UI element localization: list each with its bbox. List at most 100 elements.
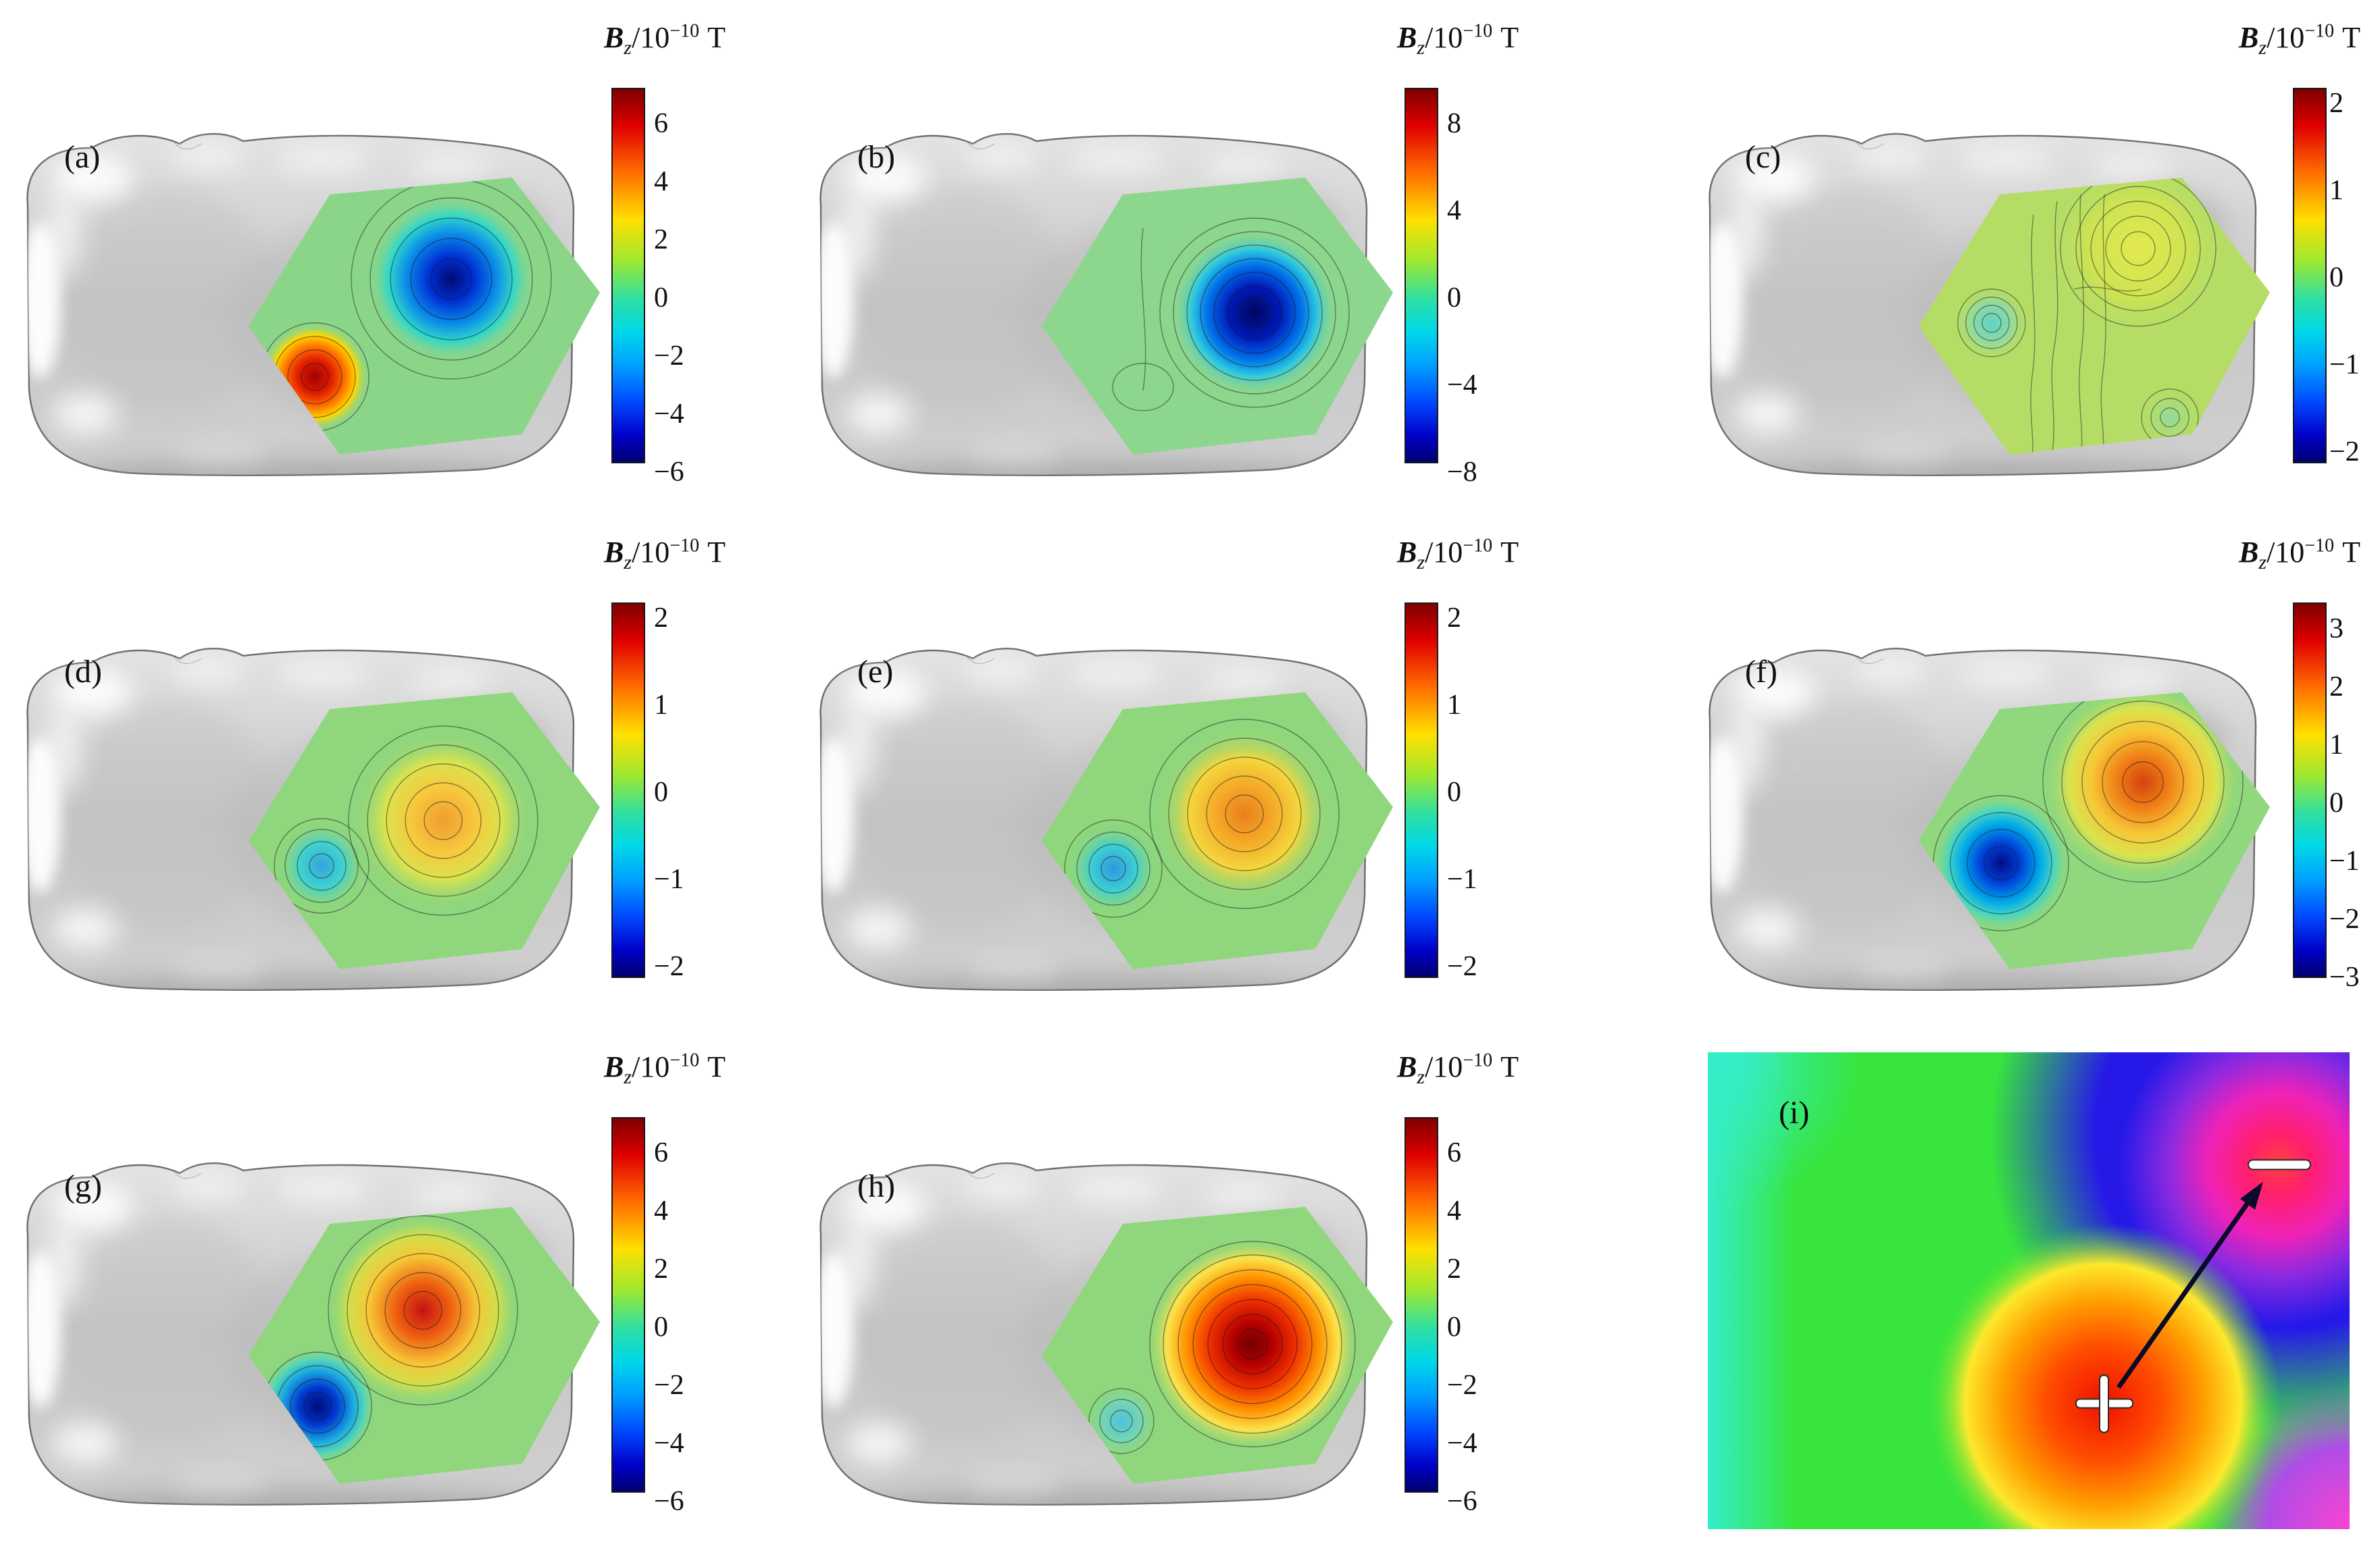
colorbar-title: Bz/10−10 T bbox=[1397, 1050, 1519, 1088]
tick-label: 2 bbox=[2329, 88, 2344, 119]
colorbar-ticks: 3 2 1 0 −1 −2 −3 bbox=[2329, 601, 2360, 1005]
field-map-hexagon bbox=[1042, 692, 1393, 969]
colorbar bbox=[1404, 88, 1438, 463]
colorbar-title: Bz/10−10 T bbox=[1397, 535, 1519, 573]
panel-label: (g) bbox=[64, 1168, 102, 1204]
tick-label: 1 bbox=[654, 690, 668, 721]
panel-label: (a) bbox=[64, 139, 101, 175]
colorbar-title: Bz/10−10 T bbox=[604, 535, 726, 573]
colorbar-title: Bz/10−10 T bbox=[604, 20, 726, 59]
colorbar bbox=[611, 1117, 645, 1493]
field-map-hexagon bbox=[249, 178, 600, 455]
colorbar-title: Bz/10−10 T bbox=[2239, 20, 2360, 59]
colorbar-ticks: 6 4 2 0 −2 −4 −6 bbox=[654, 1116, 684, 1539]
tick-label: 1 bbox=[1447, 690, 1461, 721]
dipole-arrow bbox=[2117, 1189, 2258, 1389]
tick-label: −2 bbox=[2329, 904, 2360, 935]
tick-label: −3 bbox=[2329, 962, 2360, 993]
field-map-hexagon bbox=[249, 1207, 600, 1484]
tick-label: 2 bbox=[2329, 671, 2344, 702]
panel-h: (h) Bz/10−10 T 6 4 2 0 −2 −4 −6 bbox=[793, 1029, 1586, 1544]
tick-label: −2 bbox=[654, 951, 684, 982]
tick-label: 6 bbox=[1447, 1137, 1461, 1168]
tick-label: −2 bbox=[2329, 436, 2360, 467]
tick-label: 0 bbox=[654, 282, 668, 313]
tick-label: −6 bbox=[654, 457, 684, 488]
field-map-hexagon bbox=[1919, 178, 2270, 455]
tick-label: −4 bbox=[1447, 1428, 1477, 1459]
panel-label: (h) bbox=[857, 1168, 895, 1204]
tick-label: 2 bbox=[654, 602, 668, 634]
tick-label: −1 bbox=[654, 864, 684, 895]
tick-label: 4 bbox=[654, 1195, 668, 1227]
tick-label: −2 bbox=[1447, 1370, 1477, 1401]
panel-d: (d) Bz/10−10 T 2 1 0 −1 −2 bbox=[0, 515, 793, 1029]
tick-label: 1 bbox=[2329, 175, 2344, 206]
plus-marker bbox=[2075, 1374, 2133, 1433]
panel-i: (i) bbox=[1586, 1029, 2379, 1544]
tick-label: 0 bbox=[2329, 262, 2344, 293]
tick-label: 0 bbox=[2329, 788, 2344, 819]
tick-label: −4 bbox=[654, 1428, 684, 1459]
colorbar-ticks: 6 4 2 0 −2 −4 −6 bbox=[654, 86, 684, 509]
colorbar bbox=[611, 602, 645, 978]
tick-label: −1 bbox=[2329, 349, 2360, 380]
panel-label: (c) bbox=[1745, 139, 1781, 175]
tick-label: 2 bbox=[1447, 1254, 1461, 1285]
colorbar bbox=[1404, 1117, 1438, 1493]
field-map-hexagon bbox=[1919, 692, 2270, 969]
colorbar-ticks: 2 1 0 −1 −2 bbox=[654, 601, 684, 983]
colorbar bbox=[611, 88, 645, 463]
tick-label: −6 bbox=[654, 1486, 684, 1517]
colorbar-ticks: 2 1 0 −1 −2 bbox=[2329, 86, 2360, 469]
tick-label: 0 bbox=[1447, 1312, 1461, 1343]
colorbar-title: Bz/10−10 T bbox=[2239, 535, 2360, 573]
colorbar-ticks: 8 4 0 −4 −8 bbox=[1447, 86, 1477, 509]
tick-label: 0 bbox=[1447, 777, 1461, 808]
tick-label: −6 bbox=[1447, 1486, 1477, 1517]
panel-c: (c) Bz/10−10 T 2 1 0 −1 −2 bbox=[1586, 0, 2379, 515]
tick-label: −1 bbox=[2329, 846, 2360, 877]
field-map-hexagon bbox=[249, 692, 600, 969]
tick-label: −2 bbox=[654, 1370, 684, 1401]
tick-label: 0 bbox=[1447, 282, 1461, 313]
panel-label: (d) bbox=[64, 654, 102, 690]
tick-label: 6 bbox=[654, 108, 668, 139]
colorbar bbox=[2293, 602, 2327, 978]
field-map-hexagon bbox=[1042, 1207, 1393, 1484]
tick-label: 3 bbox=[2329, 613, 2344, 644]
panel-label: (b) bbox=[857, 139, 895, 175]
colorbar bbox=[2293, 88, 2327, 463]
tick-label: −4 bbox=[1447, 369, 1477, 401]
panel-e: (e) Bz/10−10 T 2 1 0 −1 −2 bbox=[793, 515, 1586, 1029]
tick-label: −1 bbox=[1447, 864, 1477, 895]
panel-g: (g) Bz/10−10 T 6 4 2 0 −2 −4 −6 bbox=[0, 1029, 793, 1544]
tick-label: −2 bbox=[1447, 951, 1477, 982]
dipole-field-map bbox=[1708, 1052, 2350, 1529]
tick-label: 2 bbox=[654, 1254, 668, 1285]
tick-label: 4 bbox=[654, 166, 668, 197]
tick-label: −4 bbox=[654, 398, 684, 430]
tick-label: 0 bbox=[654, 1312, 668, 1343]
colorbar-title: Bz/10−10 T bbox=[604, 1050, 726, 1088]
colorbar bbox=[1404, 602, 1438, 978]
tick-label: 4 bbox=[1447, 195, 1461, 226]
colorbar-title: Bz/10−10 T bbox=[1397, 20, 1519, 59]
field-map-hexagon bbox=[1042, 178, 1393, 455]
panel-b: (b) Bz/10−10 T 8 4 0 −4 −8 bbox=[793, 0, 1586, 515]
panel-label: (e) bbox=[857, 654, 894, 690]
panel-a: (a) Bz/10−10 T 6 4 2 0 −2 −4 −6 bbox=[0, 0, 793, 515]
dipole-arrowhead bbox=[2240, 1181, 2263, 1210]
tick-label: 2 bbox=[654, 224, 668, 255]
tick-label: 4 bbox=[1447, 1195, 1461, 1227]
panel-f: (f) Bz/10−10 T 3 2 1 0 −1 −2 −3 bbox=[1586, 515, 2379, 1029]
panel-label: (f) bbox=[1745, 654, 1777, 690]
tick-label: 0 bbox=[654, 777, 668, 808]
minus-marker bbox=[2248, 1159, 2311, 1170]
tick-label: 2 bbox=[1447, 602, 1461, 634]
tick-label: 1 bbox=[2329, 729, 2344, 761]
tick-label: 6 bbox=[654, 1137, 668, 1168]
tick-label: 8 bbox=[1447, 108, 1461, 139]
colorbar-ticks: 2 1 0 −1 −2 bbox=[1447, 601, 1477, 983]
